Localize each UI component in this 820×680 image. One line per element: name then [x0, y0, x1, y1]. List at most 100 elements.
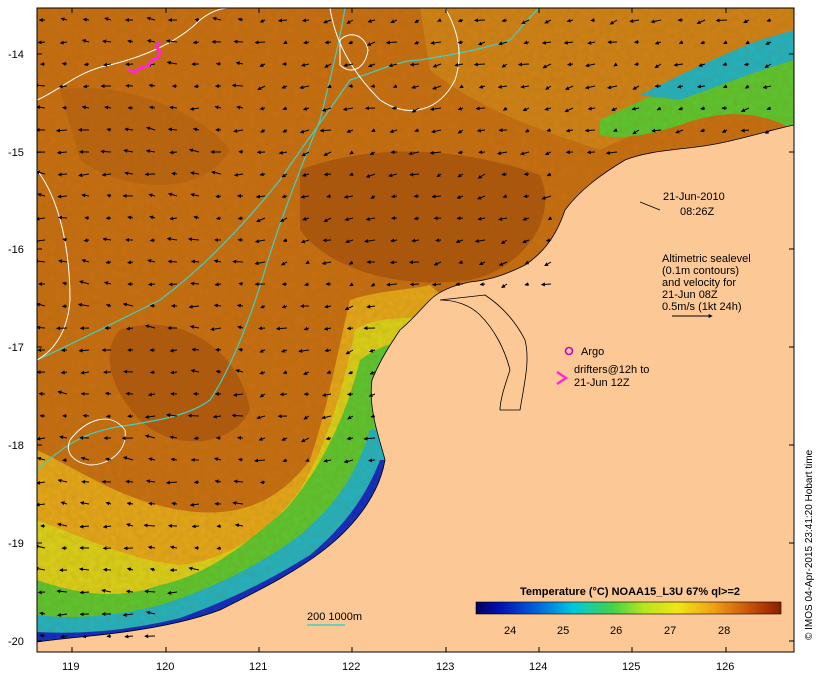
velocity-arrow	[78, 348, 90, 353]
velocity-arrow	[254, 458, 266, 463]
velocity-arrow	[83, 238, 90, 243]
velocity-arrow	[260, 304, 266, 309]
depth-legend-label: 200 1000m	[307, 611, 362, 623]
velocity-arrow	[431, 129, 442, 134]
velocity-arrow	[62, 281, 68, 286]
velocity-arrow	[104, 17, 112, 22]
velocity-arrow	[102, 524, 112, 529]
altimetry-note: Altimetric sealevel (0.1m contours) and …	[662, 253, 751, 318]
velocity-arrow	[103, 62, 112, 67]
velocity-arrow	[193, 215, 200, 220]
velocity-arrow	[81, 105, 90, 110]
velocity-arrow	[585, 63, 596, 68]
velocity-arrow	[214, 479, 222, 484]
velocity-arrow	[188, 148, 200, 153]
lat-tick-marks	[37, 53, 794, 642]
velocity-arrow	[82, 413, 90, 418]
velocity-arrow	[498, 217, 508, 221]
velocity-arrow	[433, 261, 442, 266]
velocity-arrow	[100, 149, 112, 154]
velocity-arrow	[349, 172, 354, 176]
velocity-arrow	[459, 84, 464, 89]
velocity-arrow	[431, 194, 442, 199]
velocity-arrow	[105, 457, 112, 462]
velocity-arrow	[104, 105, 112, 110]
velocity-arrow	[101, 172, 112, 177]
velocity-arrow	[540, 282, 552, 287]
velocity-arrow	[148, 83, 156, 88]
altimetry-line-5: 0.5m/s (1kt 24h)	[662, 301, 741, 313]
velocity-arrow	[146, 479, 156, 484]
velocity-arrow	[237, 457, 244, 462]
velocity-arrow	[126, 567, 134, 572]
velocity-arrow	[369, 348, 376, 353]
velocity-arrow	[541, 195, 552, 200]
velocity-arrow	[190, 369, 200, 373]
velocity-arrow	[524, 260, 530, 265]
velocity-arrow	[189, 325, 200, 329]
velocity-arrow	[58, 259, 68, 264]
velocity-arrow	[740, 128, 750, 133]
velocity-arrow	[102, 39, 112, 44]
velocity-arrow	[104, 281, 112, 286]
altimetry-line-2: (0.1m contours)	[662, 265, 739, 277]
velocity-arrow	[346, 326, 354, 331]
velocity-arrow	[237, 325, 244, 330]
velocity-arrow	[166, 413, 178, 418]
velocity-arrow	[169, 105, 178, 110]
velocity-arrow	[326, 370, 332, 375]
velocity-arrow	[479, 282, 486, 287]
velocity-arrow	[366, 304, 376, 309]
velocity-arrow	[390, 238, 398, 243]
date-label: 21-Jun-2010	[663, 191, 725, 203]
velocity-arrow	[613, 62, 618, 67]
velocity-arrow	[57, 194, 68, 199]
velocity-arrow	[392, 84, 398, 89]
velocity-arrow	[37, 83, 46, 88]
velocity-arrow	[255, 194, 266, 199]
velocity-arrow	[171, 171, 178, 176]
velocity-arrow	[345, 349, 354, 355]
velocity-arrow	[347, 392, 354, 397]
velocity-arrow	[144, 589, 156, 594]
velocity-arrow	[607, 85, 618, 90]
velocity-arrow	[348, 40, 354, 45]
velocity-arrow	[190, 259, 200, 264]
velocity-arrow	[762, 85, 772, 89]
velocity-arrow	[656, 106, 662, 111]
velocity-arrow	[368, 458, 376, 463]
velocity-arrow	[740, 107, 750, 112]
velocity-arrow	[605, 150, 618, 155]
velocity-arrow	[258, 326, 266, 331]
velocity-arrow	[299, 85, 310, 90]
velocity-arrow	[39, 611, 46, 616]
lon-axis: 119 120 121 122 123 124 125 126	[62, 661, 734, 673]
copyright-text: © IMOS 04-Apr-2015 23:41:20 Hobart time	[804, 449, 815, 640]
velocity-arrow	[216, 546, 222, 551]
velocity-arrow	[254, 40, 266, 45]
velocity-arrow	[458, 260, 464, 265]
velocity-arrow	[765, 41, 772, 45]
velocity-arrow	[148, 392, 156, 397]
velocity-arrow	[169, 150, 178, 155]
velocity-arrow	[147, 282, 156, 287]
lon-tick-marks	[71, 8, 727, 652]
velocity-arrow	[282, 106, 288, 111]
velocity-arrow	[411, 85, 420, 89]
velocity-arrow	[327, 84, 332, 89]
velocity-arrow	[190, 281, 200, 286]
velocity-arrow	[127, 260, 134, 265]
time-label: 08:26Z	[680, 206, 715, 218]
velocity-arrow	[366, 41, 376, 46]
lat-tick: -16	[8, 244, 24, 256]
velocity-arrow	[282, 458, 288, 463]
argo-label: Argo	[581, 346, 604, 358]
velocity-arrow	[193, 436, 200, 441]
velocity-arrow	[700, 40, 706, 45]
colorbar-tick: 25	[557, 625, 569, 637]
velocity-arrow	[59, 40, 68, 45]
velocity-arrow	[563, 40, 574, 45]
velocity-arrow	[370, 194, 376, 199]
velocity-arrow	[193, 480, 200, 485]
velocity-arrow	[430, 107, 442, 112]
